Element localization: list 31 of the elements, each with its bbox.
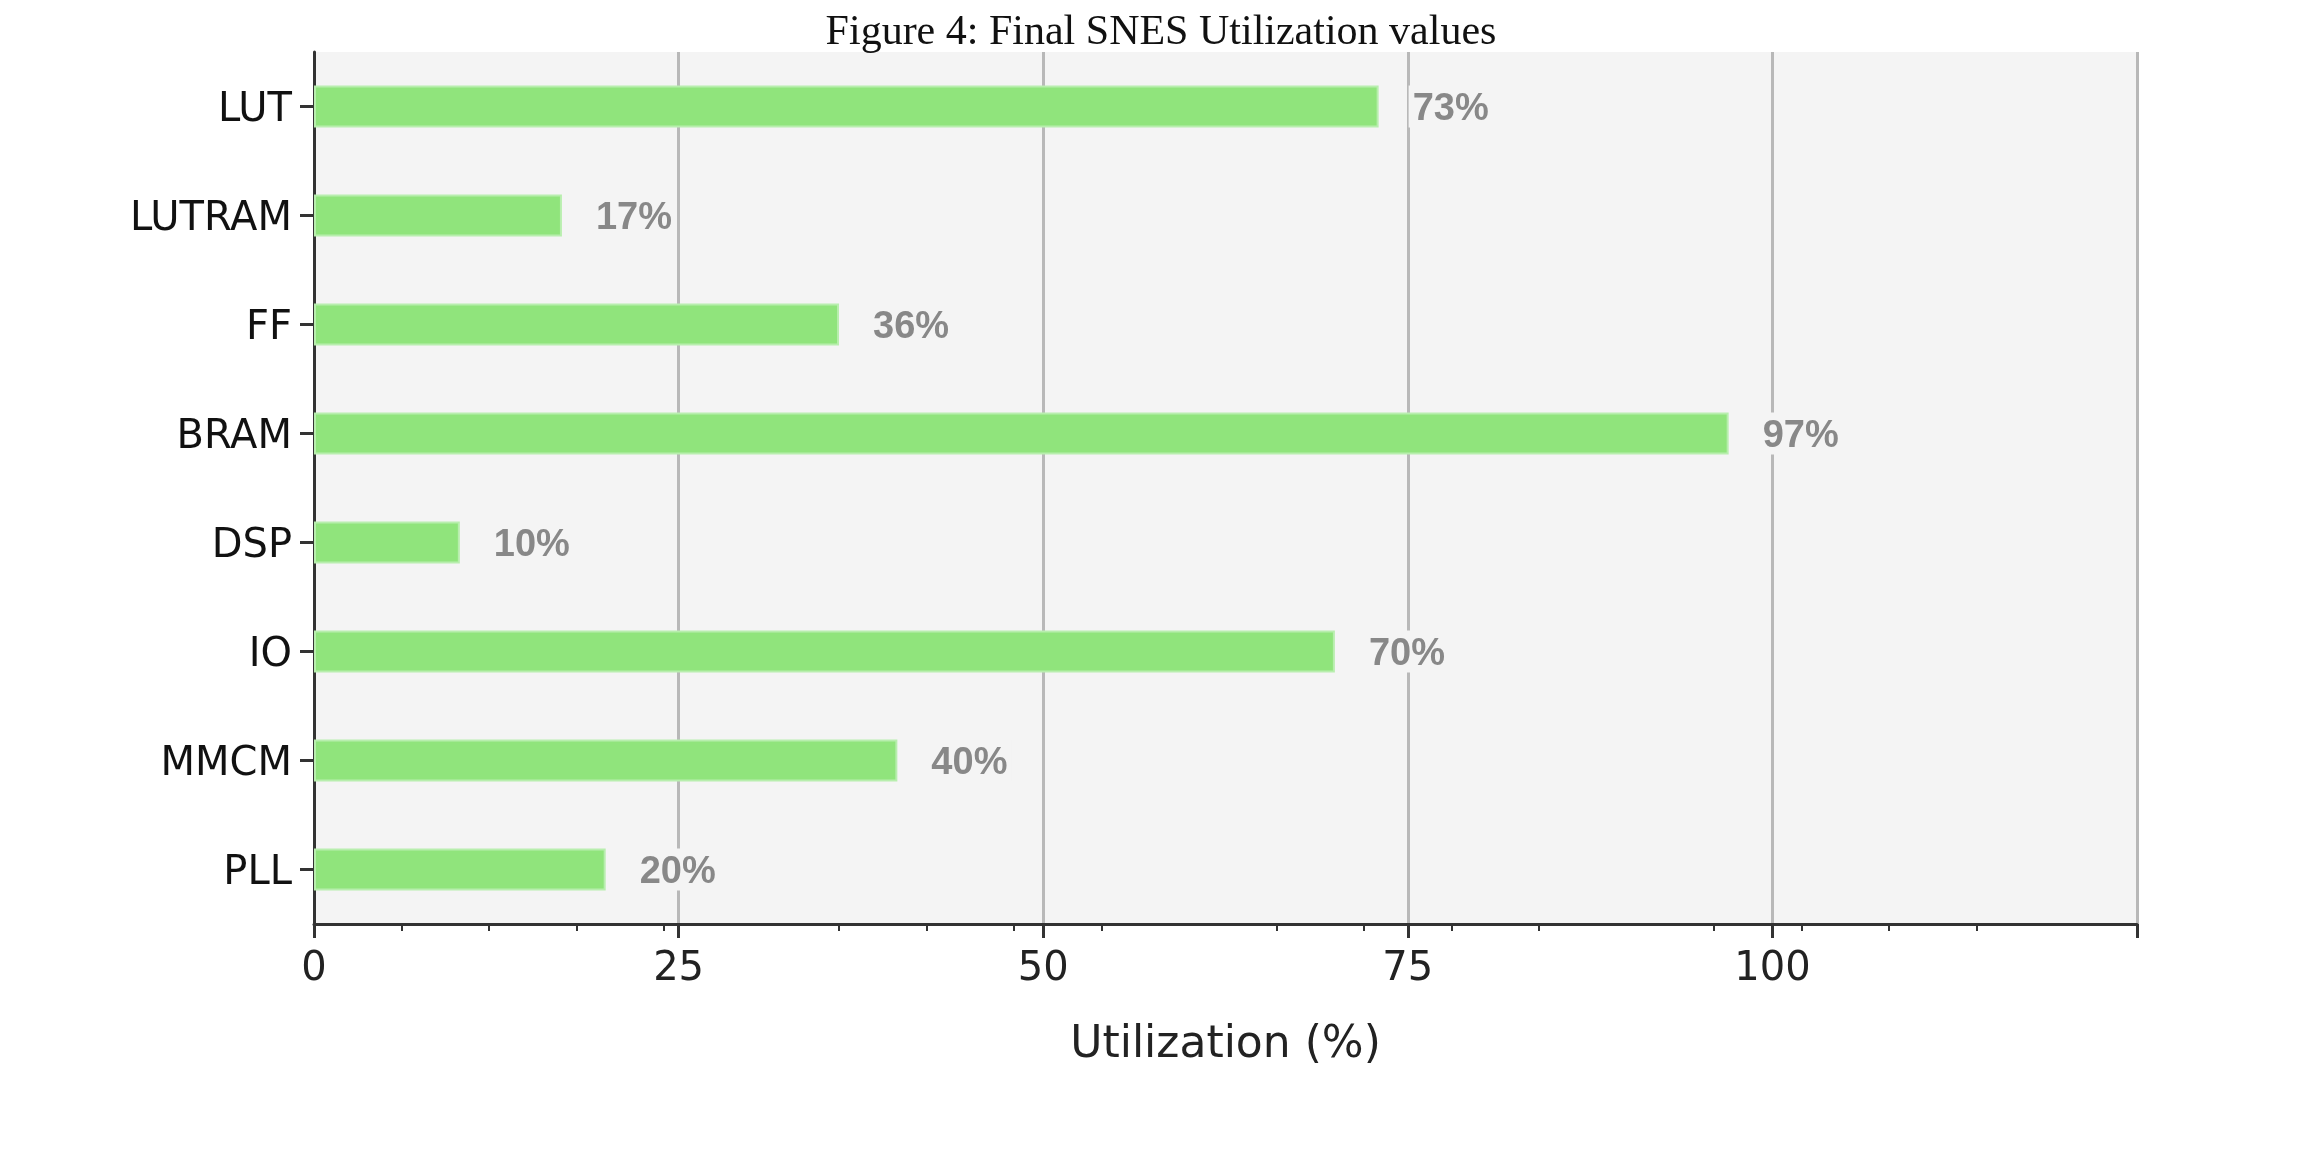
chart-title: Figure 4: Final SNES Utilization values — [825, 7, 1497, 53]
bar — [314, 412, 1729, 455]
data-label: 20% — [639, 848, 716, 891]
data-label: 36% — [873, 303, 950, 346]
data-label: 17% — [595, 194, 672, 237]
x-tick-label: 100 — [1734, 943, 1811, 989]
y-tick-label: MMCM — [160, 737, 292, 784]
y-tick-label: BRAM — [176, 410, 292, 457]
y-tick-label: LUT — [217, 83, 293, 130]
bar — [314, 630, 1335, 673]
y-tick-label: PLL — [223, 846, 293, 893]
bar — [314, 85, 1379, 128]
y-tick-label: LUTRAM — [129, 192, 292, 239]
x-tick-label: 0 — [301, 943, 327, 989]
y-tick-label: FF — [245, 301, 292, 348]
bar — [314, 303, 840, 346]
x-axis-title: Utilization (%) — [1070, 1015, 1381, 1067]
data-label: 10% — [493, 521, 570, 564]
x-tick-label: 75 — [1382, 943, 1434, 989]
y-tick-label: IO — [248, 628, 292, 675]
x-tick-label: 25 — [653, 943, 705, 989]
data-label: 70% — [1368, 630, 1445, 673]
data-label: 97% — [1762, 412, 1839, 455]
data-label: 73% — [1412, 85, 1489, 128]
bar — [314, 521, 460, 564]
data-label: 40% — [931, 739, 1008, 782]
bar — [314, 194, 562, 237]
bar — [314, 848, 606, 891]
bar — [314, 739, 898, 782]
x-tick-label: 50 — [1017, 943, 1069, 989]
y-tick-label: DSP — [211, 519, 292, 566]
